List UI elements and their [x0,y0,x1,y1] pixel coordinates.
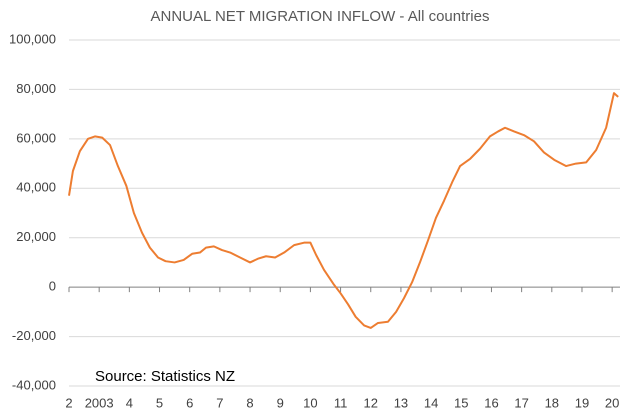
x-tick-label: 2003 [85,395,114,410]
y-tick-label: 40,000 [16,180,56,195]
x-tick-label: 14 [424,395,438,410]
x-tick-label: 6 [186,395,193,410]
x-tick-label: 16 [484,395,498,410]
source-note: Source: Statistics NZ [95,368,235,385]
x-tick-label: 15 [454,395,468,410]
y-tick-label: 80,000 [16,81,56,96]
x-tick-label: 20 [605,395,619,410]
x-tick-label: 12 [364,395,378,410]
x-tick-label: 5 [156,395,163,410]
x-tick-label: 7 [216,395,223,410]
y-tick-label: 60,000 [16,130,56,145]
y-tick-label: 100,000 [9,31,56,46]
y-tick-label: -20,000 [12,328,56,343]
x-tick-label: 8 [246,395,253,410]
x-tick-label: 18 [545,395,559,410]
x-tick-label: 10 [303,395,317,410]
x-tick-label: 19 [575,395,589,410]
x-tick-label: 2 [65,395,72,410]
x-tick-label: 13 [394,395,408,410]
x-tick-label: 9 [277,395,284,410]
data-line [68,92,619,329]
chart-title: ANNUAL NET MIGRATION INFLOW - All countr… [151,8,490,25]
x-tick-label: 11 [334,395,348,410]
x-tick-label: 17 [514,395,528,410]
y-tick-label: 0 [49,279,56,294]
x-tick-label: 4 [126,395,133,410]
y-tick-label: 20,000 [16,229,56,244]
y-tick-label: -40,000 [12,377,56,392]
